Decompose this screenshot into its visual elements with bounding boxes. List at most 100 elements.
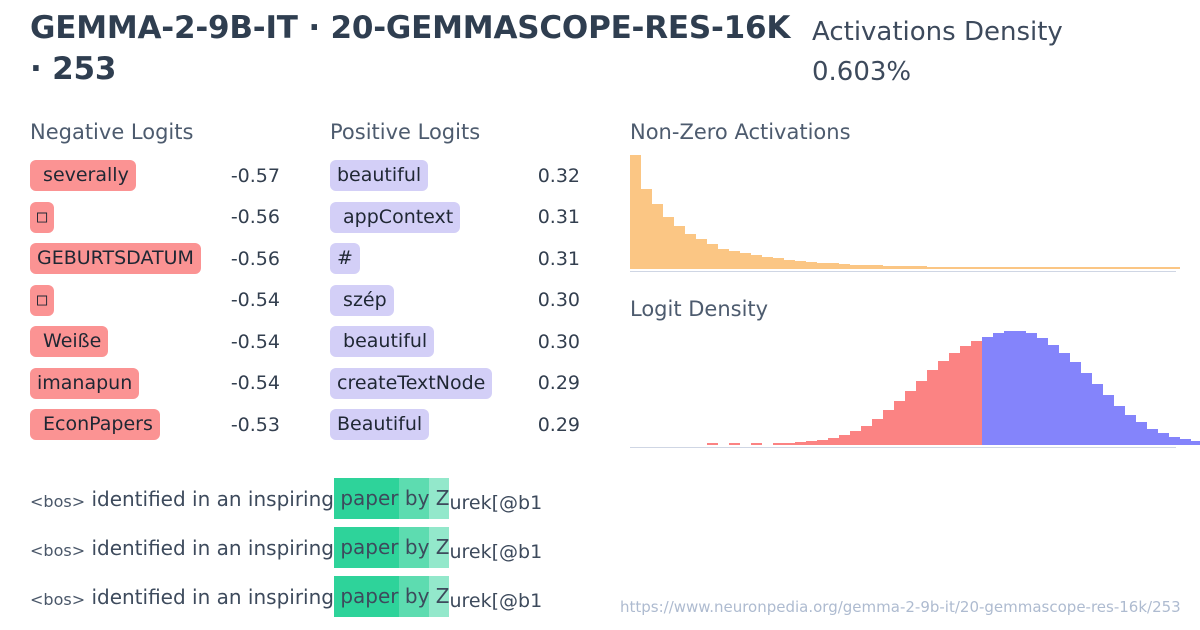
token-pill[interactable]: imanapun (30, 367, 140, 399)
token-pill[interactable]: # (330, 243, 360, 275)
activation-examples: <bos> identified in an inspiring paper b… (30, 474, 630, 621)
activation-example-row[interactable]: <bos> identified in an inspiring paper b… (30, 474, 630, 523)
highlight-token-light: Z (429, 527, 450, 568)
logit-value: -0.54 (230, 289, 280, 312)
logit-value: -0.54 (230, 330, 280, 353)
token-pill[interactable]: □ (30, 284, 55, 316)
negative-logit-row[interactable]: Weiße -0.54 (30, 321, 320, 363)
token-pill[interactable]: szép (330, 284, 394, 316)
token-pill[interactable]: createTextNode (330, 367, 493, 399)
histogram-bar (696, 239, 707, 269)
histogram-bar (751, 443, 762, 445)
histogram-bar (1015, 330, 1026, 445)
logit-value: -0.56 (230, 206, 280, 229)
histogram-bar (784, 259, 795, 269)
histogram-bar (1004, 267, 1015, 269)
histogram-bar (1125, 414, 1136, 445)
histogram-bar (1081, 372, 1092, 445)
logit-density-heading: Logit Density (630, 297, 769, 321)
token-pill[interactable]: Beautiful (330, 409, 430, 441)
positive-logit-row[interactable]: beautiful 0.32 (330, 155, 620, 197)
histogram-bar (1103, 395, 1114, 445)
logit-value: -0.53 (230, 413, 280, 436)
logit-value: 0.30 (537, 330, 580, 353)
histogram-bar (949, 353, 960, 445)
histogram-bar (1037, 338, 1048, 445)
context-suffix: urek[@b1 (449, 589, 543, 612)
activation-example-row[interactable]: <bos> identified in an inspiring paper b… (30, 572, 630, 621)
histogram-bar (927, 370, 938, 445)
histogram-bar (806, 441, 817, 445)
histogram-bar (993, 333, 1004, 445)
activations-density-value: 0.603% (812, 57, 912, 87)
positive-logit-row[interactable]: Beautiful 0.29 (330, 404, 620, 446)
non-zero-activations-heading: Non-Zero Activations (630, 120, 851, 144)
context-suffix: urek[@b1 (449, 491, 543, 514)
highlight-token-light: Z (429, 576, 450, 617)
histogram-bar (1158, 433, 1169, 445)
histogram-bar (894, 266, 905, 269)
negative-logit-row[interactable]: □ -0.56 (30, 197, 320, 239)
histogram-bar (1169, 267, 1180, 269)
logit-value: -0.57 (230, 164, 280, 187)
highlight-token-strong: paper (333, 576, 399, 617)
negative-logits-heading: Negative Logits (30, 120, 194, 144)
positive-logits-list: beautiful 0.32 appContext 0.31 #0.31 szép 0.… (330, 155, 620, 446)
histogram-bar (1037, 267, 1048, 269)
activation-example-row[interactable]: <bos> identified in an inspiring paper b… (30, 523, 630, 572)
histogram-bar (707, 443, 718, 445)
non-zero-activations-axis (630, 270, 1176, 272)
histogram-bar (982, 336, 993, 445)
histogram-bar (729, 250, 740, 269)
token-pill[interactable]: appContext (330, 201, 461, 233)
histogram-bar (1015, 267, 1026, 269)
negative-logit-row[interactable]: imanapun -0.54 (30, 363, 320, 405)
histogram-bar (663, 216, 674, 269)
histogram-bar (1070, 267, 1081, 269)
positive-logit-row[interactable]: appContext 0.31 (330, 197, 620, 239)
logit-density-chart (630, 328, 1200, 448)
histogram-bar (1114, 405, 1125, 445)
histogram-bar (1136, 267, 1147, 269)
histogram-bar (641, 188, 652, 269)
histogram-bar (674, 225, 685, 269)
negative-logit-row[interactable]: EconPapers -0.53 (30, 404, 320, 446)
token-pill[interactable]: Weiße (30, 326, 109, 358)
positive-logit-row[interactable]: beautiful 0.30 (330, 321, 620, 363)
histogram-bar (971, 340, 982, 445)
token-pill[interactable]: □ (30, 201, 55, 233)
histogram-bar (916, 266, 927, 269)
histogram-bar (1070, 362, 1081, 445)
positive-logit-row[interactable]: szép 0.30 (330, 280, 620, 322)
token-pill[interactable]: GEBURTSDATUM (30, 243, 201, 275)
highlight-token-strong: paper (333, 478, 399, 519)
histogram-bar (982, 267, 993, 269)
positive-logit-row[interactable]: #0.31 (330, 238, 620, 280)
context-prefix: identified in an inspiring (85, 535, 334, 560)
context-suffix: urek[@b1 (449, 540, 543, 563)
token-pill[interactable]: beautiful (330, 326, 435, 358)
positive-logit-row[interactable]: createTextNode 0.29 (330, 363, 620, 405)
token-pill[interactable]: beautiful (330, 160, 429, 192)
histogram-bar (795, 261, 806, 269)
histogram-bar (718, 248, 729, 269)
negative-logit-row[interactable]: severally -0.57 (30, 155, 320, 197)
positive-logits-heading: Positive Logits (330, 120, 481, 144)
histogram-bar (1169, 436, 1180, 445)
histogram-bar (751, 255, 762, 269)
token-pill[interactable]: EconPapers (30, 409, 160, 441)
histogram-bar (839, 263, 850, 269)
highlight-token-mid: by (398, 527, 430, 568)
histogram-bar (1004, 331, 1015, 445)
negative-logit-row[interactable]: GEBURTSDATUM -0.56 (30, 238, 320, 280)
histogram-bar (1158, 267, 1169, 269)
token-pill[interactable]: severally (30, 160, 136, 192)
negative-logit-row[interactable]: □ -0.54 (30, 280, 320, 322)
histogram-bar (861, 265, 872, 269)
histogram-bar (1191, 440, 1200, 445)
histogram-bar (1114, 267, 1125, 269)
logit-value: -0.56 (230, 247, 280, 270)
context-prefix: identified in an inspiring (85, 584, 334, 609)
highlight-token-light: Z (429, 478, 450, 519)
logit-value: 0.29 (537, 413, 580, 436)
